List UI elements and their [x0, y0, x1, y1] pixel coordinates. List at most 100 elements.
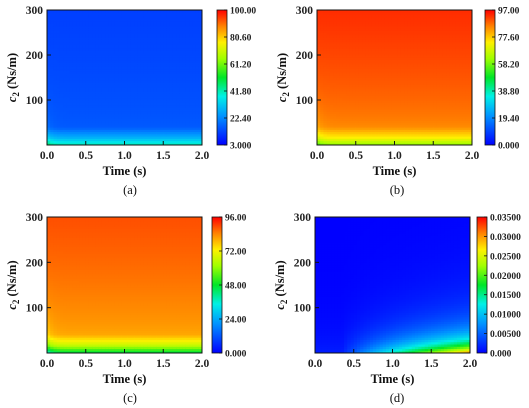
- heatmap-cell: [114, 59, 119, 63]
- heatmap-cell: [352, 97, 357, 101]
- heatmap-cell: [166, 19, 171, 22]
- heatmap-cell: [76, 131, 80, 135]
- heatmap-cell: [118, 100, 122, 103]
- heatmap-cell: [407, 136, 412, 139]
- heatmap-cell: [166, 111, 171, 115]
- heatmap-cell: [368, 25, 373, 29]
- heatmap-cell: [76, 138, 80, 142]
- heatmap-cell: [320, 34, 325, 38]
- heatmap-cell: [160, 124, 164, 128]
- heatmap-cell: [47, 48, 51, 52]
- heatmap-cell: [50, 59, 55, 63]
- heatmap-cell: [50, 70, 55, 74]
- heatmap-cell: [317, 95, 321, 99]
- heatmap-cell: [407, 73, 412, 76]
- heatmap-cell: [179, 127, 184, 130]
- heatmap-cell: [101, 88, 106, 92]
- heatmap-cell: [417, 106, 421, 110]
- heatmap-cell: [329, 102, 334, 106]
- heatmap-cell: [342, 88, 347, 92]
- heatmap-cell: [137, 86, 142, 90]
- heatmap-cell: [391, 124, 396, 128]
- heatmap-cell: [95, 73, 100, 76]
- heatmap-cell: [417, 91, 421, 94]
- heatmap-cell: [391, 37, 396, 40]
- heatmap-cell: [108, 115, 113, 119]
- heatmap-cell: [98, 57, 103, 61]
- heatmap-cell: [368, 113, 373, 117]
- heatmap-cell: [105, 68, 109, 72]
- heatmap-cell: [88, 120, 93, 124]
- heatmap-cell: [339, 12, 344, 16]
- heatmap-cell: [76, 118, 80, 121]
- heatmap-cell: [355, 59, 360, 63]
- heatmap-cell: [317, 75, 321, 79]
- heatmap-cell: [355, 93, 360, 97]
- heatmap-cell: [381, 41, 386, 45]
- heatmap-cell: [410, 102, 415, 106]
- heatmap-cell: [333, 115, 337, 119]
- heatmap-cell: [336, 88, 341, 92]
- heatmap-cell: [121, 129, 126, 133]
- heatmap-cell: [47, 84, 51, 88]
- heatmap-cell: [88, 41, 93, 45]
- heatmap-cell: [378, 41, 383, 45]
- heatmap-cell: [381, 82, 386, 85]
- heatmap-cell: [140, 21, 145, 25]
- heatmap-cell: [346, 59, 350, 63]
- heatmap-cell: [114, 23, 119, 27]
- heatmap-cell: [140, 122, 145, 126]
- heatmap-cell: [195, 84, 200, 88]
- heatmap-cell: [391, 68, 396, 72]
- heatmap-cell: [423, 73, 428, 76]
- heatmap-cell: [172, 52, 177, 56]
- heatmap-cell: [53, 48, 58, 52]
- heatmap-cell: [172, 34, 177, 38]
- heatmap-cell: [63, 122, 67, 126]
- heatmap-cell: [101, 48, 106, 52]
- heatmap-cell: [88, 129, 93, 133]
- heatmap-cell: [329, 113, 334, 117]
- heatmap-cell: [358, 19, 363, 22]
- heatmap-cell: [111, 23, 116, 27]
- heatmap-cell: [329, 64, 334, 67]
- heatmap-cell: [423, 86, 428, 90]
- heatmap-cell: [417, 88, 421, 92]
- heatmap-cell: [69, 28, 74, 31]
- heatmap-cell: [417, 93, 421, 97]
- heatmap-cell: [384, 106, 389, 110]
- heatmap-cell: [156, 66, 161, 70]
- heatmap-cell: [59, 124, 64, 128]
- heatmap-cell: [352, 23, 357, 27]
- heatmap-cell: [339, 55, 344, 58]
- heatmap-cell: [397, 21, 402, 25]
- heatmap-cell: [349, 39, 354, 43]
- heatmap-cell: [82, 104, 87, 108]
- heatmap-cell: [417, 122, 421, 126]
- heatmap-cell: [182, 111, 187, 115]
- heatmap-cell: [69, 82, 74, 85]
- heatmap-cell: [118, 32, 122, 36]
- heatmap-cell: [410, 104, 415, 108]
- heatmap-cell: [53, 30, 58, 34]
- heatmap-cell: [371, 111, 376, 115]
- heatmap-cell: [198, 79, 202, 83]
- heatmap-cell: [56, 57, 61, 61]
- heatmap-cell: [384, 118, 389, 121]
- heatmap-cell: [407, 88, 412, 92]
- heatmap-cell: [339, 93, 344, 97]
- heatmap-cell: [130, 79, 135, 83]
- heatmap-cell: [394, 64, 399, 67]
- heatmap-cell: [79, 37, 84, 40]
- heatmap-cell: [352, 133, 357, 137]
- heatmap-cell: [137, 39, 142, 43]
- heatmap-cell: [355, 111, 360, 115]
- heatmap-cell: [323, 46, 328, 49]
- heatmap-cell: [88, 136, 93, 139]
- heatmap-cell: [47, 129, 51, 133]
- heatmap-cell: [147, 41, 151, 45]
- heatmap-cell: [339, 84, 344, 88]
- heatmap-cell: [156, 28, 161, 31]
- heatmap-cell: [198, 129, 202, 133]
- heatmap-cell: [329, 48, 334, 52]
